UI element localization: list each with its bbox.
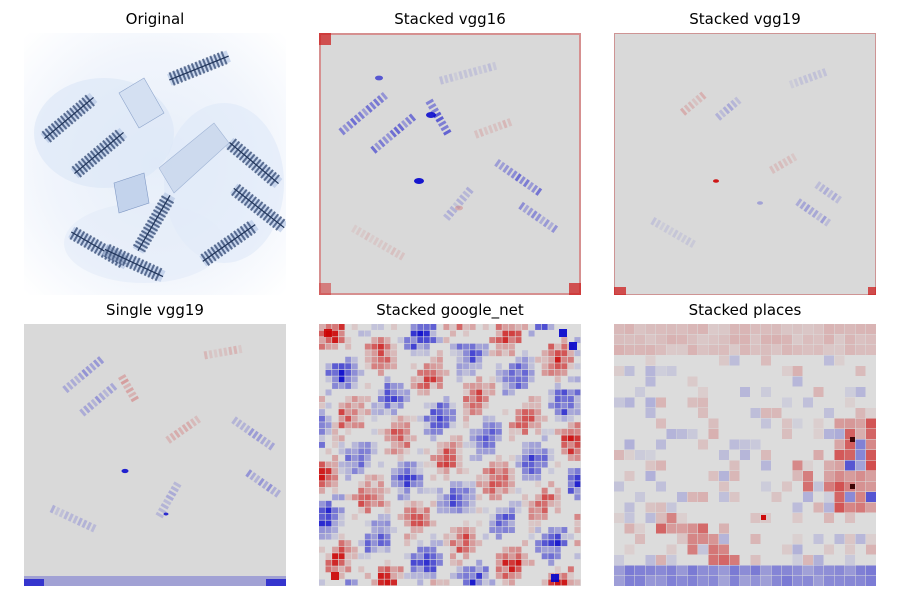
single-vgg19-saliency-marks (49, 344, 282, 533)
panel-title-stacked-vgg16: Stacked vgg16 (394, 10, 506, 28)
panel-title-stacked-google-net: Stacked google_net (376, 301, 524, 319)
single-vgg19-heatmap (24, 324, 286, 586)
panel-title-single-vgg19: Single vgg19 (106, 301, 204, 319)
vgg16-saliency-marks (338, 61, 559, 261)
stacked-google-net-heatmap (319, 324, 581, 586)
stacked-vgg16-heatmap (319, 33, 581, 295)
stacked-places-heatmap (614, 324, 876, 586)
places-saliency-grid (614, 324, 876, 586)
panel-title-original: Original (125, 10, 185, 28)
google-net-saliency-grid (319, 324, 581, 586)
panel-title-stacked-vgg19: Stacked vgg19 (689, 10, 801, 28)
panel-title-stacked-places: Stacked places (688, 301, 802, 319)
vgg19-saliency-marks (650, 68, 842, 248)
parking-rows (40, 50, 286, 282)
original-image (24, 33, 286, 295)
stacked-vgg19-heatmap (614, 33, 876, 295)
